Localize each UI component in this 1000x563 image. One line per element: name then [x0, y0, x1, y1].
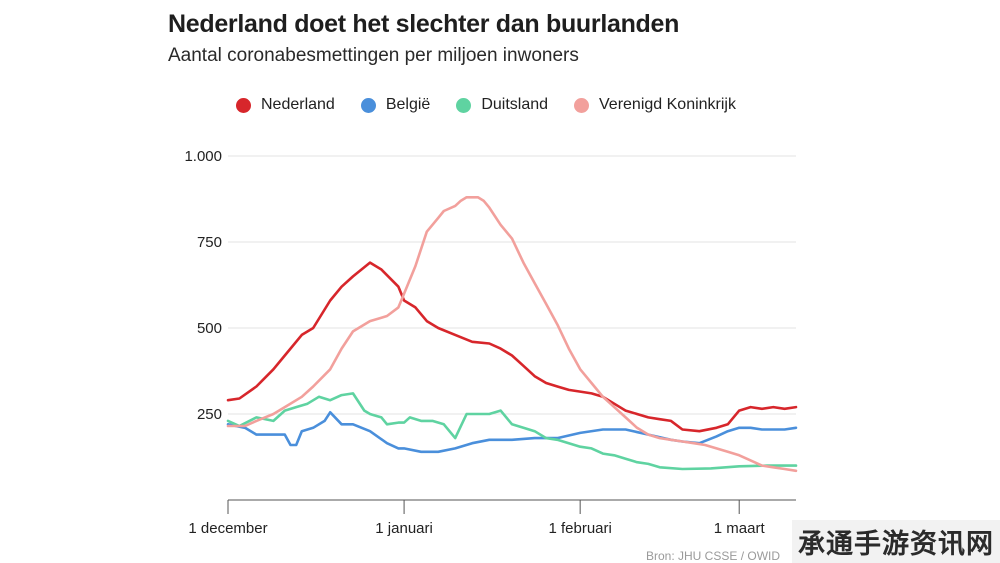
series-line-nederland — [226, 261, 798, 433]
chart-subtitle: Aantal coronabesmettingen per miljoen in… — [168, 45, 579, 66]
legend-label-belgie: België — [385, 96, 431, 113]
series-line-belgi- — [226, 410, 798, 454]
series-line-verenigd-koninkrijk — [226, 196, 798, 473]
x-tick-label: 1 januari — [375, 520, 433, 537]
series-line-duitsland — [226, 392, 798, 471]
y-tick-label: 250 — [197, 406, 222, 423]
x-tick-label: 1 februari — [548, 520, 611, 537]
legend-dot-nederland — [236, 97, 251, 113]
legend-item-duitsland: Duitsland — [456, 96, 548, 114]
legend-label-nederland: Nederland — [261, 96, 335, 113]
legend-label-duitsland: Duitsland — [481, 96, 549, 113]
legend-dot-verenigd-koninkrijk — [574, 97, 590, 113]
legend-dot-belgie — [360, 97, 376, 113]
legend-item-verenigd-koninkrijk: Verenigd Koninkrijk — [574, 96, 736, 114]
y-tick-label: 500 — [197, 320, 222, 337]
legend-item-nederland: Nederland — [236, 96, 335, 114]
y-tick-label: 1.000 — [184, 148, 222, 165]
chart-title: Nederland doet het slechter dan buurland… — [168, 10, 680, 38]
y-tick-label: 750 — [197, 234, 222, 251]
source-note: Bron: JHU CSSE / OWID — [646, 549, 781, 563]
watermark-logo: 承通手游资讯网 — [792, 520, 1000, 563]
legend: Nederland België Duitsland Verenigd Koni… — [236, 96, 736, 114]
legend-item-belgie: België — [360, 96, 431, 114]
legend-label-verenigd-koninkrijk: Verenigd Koninkrijk — [599, 96, 736, 113]
x-tick-label: 1 maart — [714, 520, 766, 537]
x-tick-label: 1 december — [188, 520, 267, 537]
legend-dot-duitsland — [456, 97, 472, 113]
